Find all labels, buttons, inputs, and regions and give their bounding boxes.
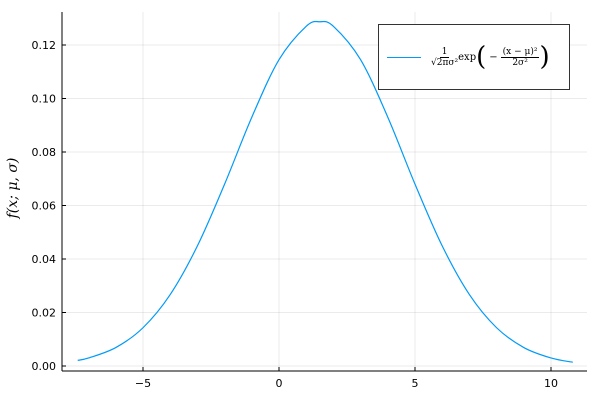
x-tick-label: 0 <box>276 377 283 390</box>
y-tick-label: 0.10 <box>32 93 57 106</box>
x-tick-label: 5 <box>412 377 419 390</box>
legend-paren-close: ) <box>539 42 550 72</box>
y-tick-label: 0.06 <box>32 200 57 213</box>
legend-den: √2πσ² <box>431 57 459 68</box>
y-tick-label: 0.12 <box>32 39 57 52</box>
legend-exp: exp <box>458 51 477 63</box>
y-tick-label: 0.00 <box>32 360 57 373</box>
legend-fraction: 1 √2πσ² <box>431 47 458 68</box>
x-tick-label: −5 <box>135 377 151 390</box>
legend: 1 √2πσ² exp ( − (x − μ)² 2σ² ) <box>378 24 570 90</box>
legend-swatch <box>387 56 421 58</box>
legend-inner-num: (x − μ)² <box>500 46 540 58</box>
series-line <box>77 20 573 363</box>
y-tick-label: 0.02 <box>32 307 57 320</box>
legend-num: 1 <box>439 46 450 58</box>
legend-minus: − <box>489 51 498 63</box>
legend-inner-fraction: (x − μ)² 2σ² <box>500 46 540 68</box>
legend-paren-open: ( <box>476 42 487 72</box>
y-tick-label: 0.04 <box>32 253 57 266</box>
x-tick-label: 10 <box>544 377 558 390</box>
y-axis-label: f(x; μ, σ) <box>5 157 21 219</box>
legend-inner-den: 2σ² <box>512 57 528 68</box>
y-tick-label: 0.08 <box>32 146 57 159</box>
